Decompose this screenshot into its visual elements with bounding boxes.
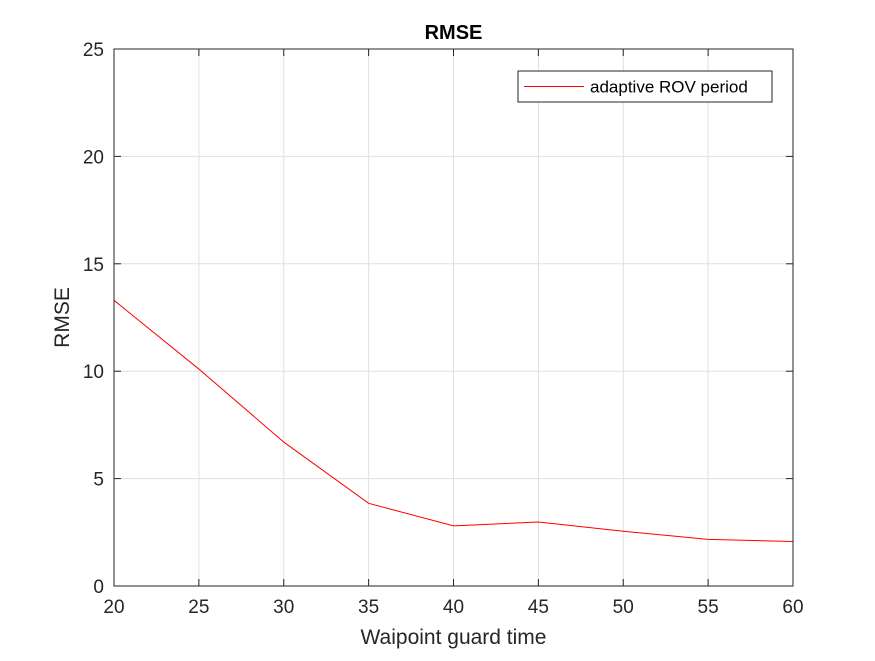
chart-title: RMSE bbox=[425, 22, 483, 44]
y-axis-label: RMSE bbox=[51, 287, 74, 348]
x-tick-label: 50 bbox=[613, 597, 634, 618]
grid-lines bbox=[114, 49, 793, 586]
y-tick-label: 15 bbox=[83, 255, 104, 276]
series-layer bbox=[113, 299, 794, 543]
y-tick-label: 20 bbox=[83, 147, 104, 168]
x-tick-label: 60 bbox=[782, 597, 803, 618]
x-axis-label: Waipoint guard time bbox=[361, 626, 547, 649]
x-tick-label: 30 bbox=[273, 597, 294, 618]
legend: adaptive ROV period bbox=[517, 70, 773, 103]
x-tick-label: 40 bbox=[443, 597, 464, 618]
x-tick-label: 20 bbox=[103, 597, 124, 618]
x-tick-label: 25 bbox=[188, 597, 209, 618]
y-tick-label: 10 bbox=[83, 362, 104, 383]
x-tick-label: 45 bbox=[528, 597, 549, 618]
y-tick-label: 25 bbox=[83, 40, 104, 61]
x-tick-label: 35 bbox=[358, 597, 379, 618]
y-tick-label: 0 bbox=[93, 577, 104, 598]
legend-entry-label: adaptive ROV period bbox=[590, 78, 748, 97]
ticks-layer: 20 25 30 35 40 45 50 55 60 0 5 10 15 20 25 bbox=[83, 40, 804, 618]
y-tick-label: 5 bbox=[93, 470, 104, 491]
series-line bbox=[113, 299, 794, 543]
x-tick-label: 55 bbox=[698, 597, 719, 618]
